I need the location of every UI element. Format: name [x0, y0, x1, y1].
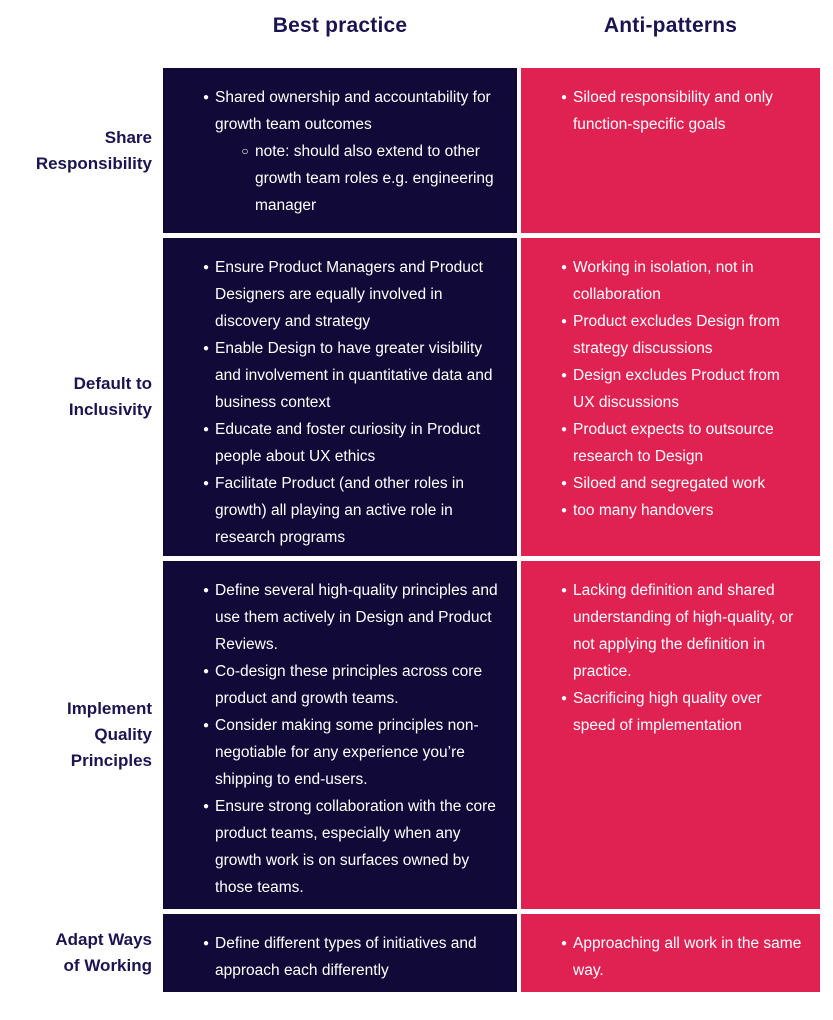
bullet-text: Facilitate Product (and other roles in g… — [215, 475, 464, 546]
bullet-text: Siloed responsibility and only function-… — [573, 89, 773, 133]
best-practice-cell: ● Ensure Product Managers and Product De… — [163, 238, 517, 556]
best-practice-cell: ● Define different types of initiatives … — [163, 914, 517, 992]
bullet-text: Working in isolation, not in collaborati… — [573, 259, 754, 303]
bullet-icon: ● — [560, 585, 568, 596]
bullet-text: Co-design these principles across core p… — [215, 663, 483, 707]
bullet-item: ● too many handovers — [521, 497, 810, 524]
table-row-share-responsibility: Share Responsibility ● Shared ownership … — [0, 68, 833, 233]
bullet-item: ● Sacrificing high quality over speed of… — [521, 685, 810, 739]
bullet-item: ● Consider making some principles non-ne… — [163, 712, 507, 793]
bullet-icon: ● — [560, 316, 568, 327]
row-label: Implement Quality Principles — [66, 699, 152, 770]
bullet-item: ● Product excludes Design from strategy … — [521, 308, 810, 362]
bullet-text: Design excludes Product from UX discussi… — [573, 367, 780, 411]
bullet-icon: ● — [202, 343, 210, 354]
bullet-icon: ● — [202, 262, 210, 273]
bullet-icon: ● — [202, 478, 210, 489]
bullet-text: Sacrificing high quality over speed of i… — [573, 690, 762, 734]
bullet-item: ● Co-design these principles across core… — [163, 658, 507, 712]
bullet-text: Define different types of initiatives an… — [215, 935, 477, 979]
bullet-icon: ● — [560, 92, 568, 103]
bullet-text: Define several high-quality principles a… — [215, 582, 498, 653]
bullet-item: ● Lacking definition and shared understa… — [521, 577, 810, 685]
sub-bullet-item: ○ note: should also extend to other grow… — [163, 138, 507, 219]
bullet-icon: ● — [202, 801, 210, 812]
anti-pattern-cell: ● Approaching all work in the same way. — [521, 914, 820, 992]
bullet-item: ● Define several high-quality principles… — [163, 577, 507, 658]
anti-pattern-cell: ● Siloed responsibility and only functio… — [521, 68, 820, 233]
best-practice-cell: ● Shared ownership and accountability fo… — [163, 68, 517, 233]
bullet-text: Educate and foster curiosity in Product … — [215, 421, 481, 465]
bullet-icon: ● — [560, 262, 568, 273]
row-label: Share Responsibility — [35, 127, 152, 173]
bullet-item: ● Ensure Product Managers and Product De… — [163, 254, 507, 335]
bullet-icon: ● — [560, 693, 568, 704]
anti-pattern-cell: ● Lacking definition and shared understa… — [521, 561, 820, 909]
bullet-icon: ● — [560, 478, 568, 489]
bullet-item: ● Siloed responsibility and only functio… — [521, 84, 810, 138]
bullet-item: ● Working in isolation, not in collabora… — [521, 254, 810, 308]
bullet-item: ● Product expects to outsource research … — [521, 416, 810, 470]
bullet-icon: ● — [560, 938, 568, 949]
anti-pattern-cell: ● Working in isolation, not in collabora… — [521, 238, 820, 556]
bullet-icon: ● — [202, 585, 210, 596]
bullet-icon: ● — [202, 666, 210, 677]
bullet-icon: ● — [560, 424, 568, 435]
bullet-icon: ● — [202, 938, 210, 949]
table-row-adapt-ways-of-working: Adapt Ways of Working ● Define different… — [0, 914, 833, 992]
bullet-icon: ● — [560, 505, 568, 516]
table-row-default-to-inclusivity: Default to Inclusivity ● Ensure Product … — [0, 238, 833, 556]
bullet-text: Consider making some principles non-nego… — [215, 717, 479, 788]
column-header-best-practice: Best practice — [272, 14, 408, 37]
bullet-item: ● Design excludes Product from UX discus… — [521, 362, 810, 416]
bullet-item: ● Define different types of initiatives … — [163, 930, 507, 984]
bullet-item: ● Facilitate Product (and other roles in… — [163, 470, 507, 551]
bullet-text: note: should also extend to other growth… — [255, 143, 494, 214]
sub-bullet-icon: ○ — [241, 144, 249, 158]
bullet-text: Approaching all work in the same way. — [573, 935, 802, 979]
bullet-text: Ensure strong collaboration with the cor… — [215, 798, 496, 896]
bullet-text: Enable Design to have greater visibility… — [215, 340, 493, 411]
bullet-icon: ● — [202, 424, 210, 435]
bullet-text: Lacking definition and shared understand… — [573, 582, 794, 680]
bullet-item: ● Educate and foster curiosity in Produc… — [163, 416, 507, 470]
bullet-item: ● Shared ownership and accountability fo… — [163, 84, 507, 138]
row-label: Adapt Ways of Working — [55, 930, 152, 975]
row-label: Default to Inclusivity — [68, 374, 152, 419]
table-row-implement-quality-principles: Implement Quality Principles ● Define se… — [0, 561, 833, 909]
bullet-text: Ensure Product Managers and Product Desi… — [215, 259, 483, 330]
bullet-item: ● Ensure strong collaboration with the c… — [163, 793, 507, 901]
column-header-anti-patterns: Anti-patterns — [603, 14, 738, 37]
header-row: Best practice Anti-patterns — [0, 0, 833, 68]
bullet-icon: ● — [202, 720, 210, 731]
bullet-text: Siloed and segregated work — [573, 475, 766, 492]
bullet-icon: ● — [202, 92, 210, 103]
bullet-text: Product expects to outsource research to… — [573, 421, 774, 465]
bullet-text: Shared ownership and accountability for … — [215, 89, 491, 133]
bullet-text: too many handovers — [573, 502, 714, 519]
bullet-item: ● Approaching all work in the same way. — [521, 930, 810, 984]
bullet-icon: ● — [560, 370, 568, 381]
bullet-item: ● Siloed and segregated work — [521, 470, 810, 497]
bullet-text: Product excludes Design from strategy di… — [573, 313, 780, 357]
bullet-item: ● Enable Design to have greater visibili… — [163, 335, 507, 416]
best-practice-cell: ● Define several high-quality principles… — [163, 561, 517, 909]
